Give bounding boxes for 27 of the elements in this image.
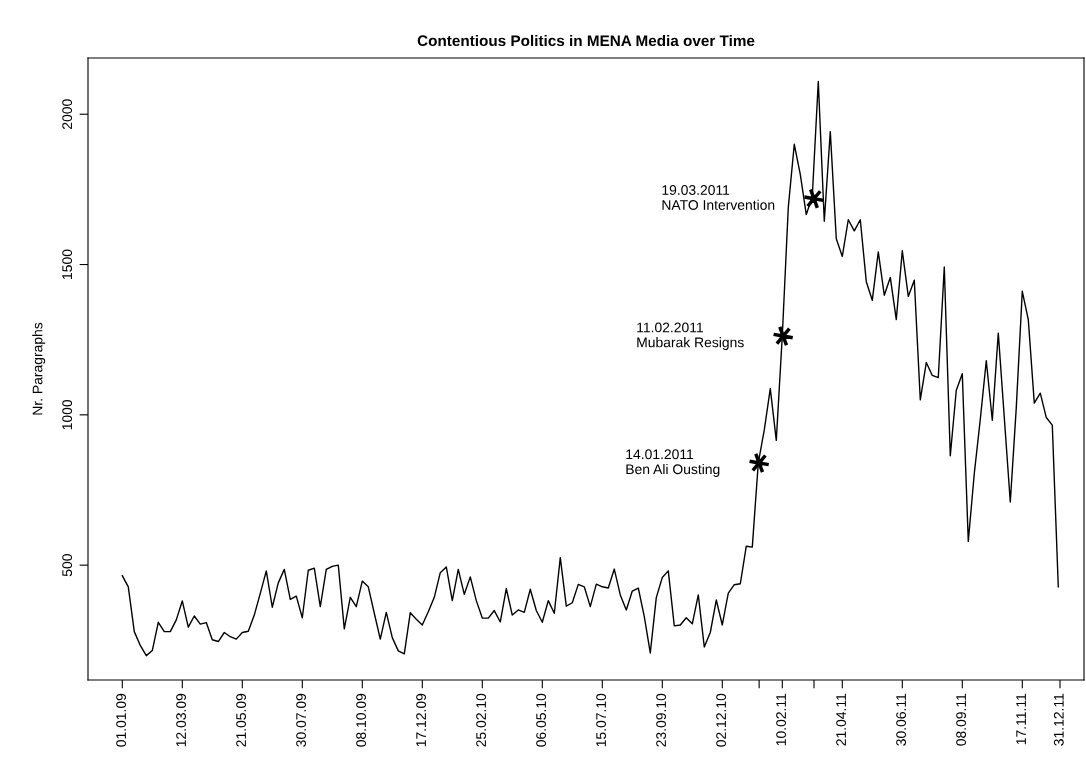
y-axis-title: Nr. Paragraphs <box>32 322 46 415</box>
annotation: 19.03.2011 NATO Intervention <box>662 185 775 210</box>
y-tick-label: 2000 <box>62 99 73 129</box>
x-tick-label: 08.10.09 <box>356 693 367 747</box>
x-tick-label: 06.05.10 <box>536 693 547 747</box>
y-tick-label: 500 <box>62 554 73 577</box>
annotation: 14.01.2011 Ben Ali Ousting <box>626 449 720 477</box>
annotation: 11.02.2011 Mubarak Resigns <box>637 322 744 351</box>
chart-title: Contentious Politics in MENA Media over Time <box>417 34 755 47</box>
y-tick-label: 1000 <box>62 399 73 430</box>
x-tick-label: 25.02.10 <box>476 693 487 747</box>
x-tick-label: 01.01.09 <box>116 693 127 747</box>
x-tick-label: 17.11.11 <box>1016 693 1026 745</box>
x-tick-label: 21.05.09 <box>236 693 247 747</box>
x-tick-label: 23.09.10 <box>656 693 667 747</box>
x-tick-label: 30.07.09 <box>296 693 307 747</box>
x-tick-label: 15.07.10 <box>596 693 607 747</box>
x-tick-label: 12.03.09 <box>176 693 187 747</box>
y-tick-label: 1500 <box>62 249 73 279</box>
x-tick-label: 21.04.11 <box>836 693 847 746</box>
line-series <box>121 80 1059 657</box>
x-tick-label: 17.12.09 <box>416 693 427 747</box>
x-tick-label: 02.12.10 <box>716 693 727 747</box>
x-tick-label: 30.06.11 <box>896 693 907 746</box>
x-tick-label: 08.09.11 <box>956 693 967 746</box>
x-tick-label: 10.02.11 <box>776 693 787 746</box>
x-tick-label: 31.12.11 <box>1053 693 1064 746</box>
